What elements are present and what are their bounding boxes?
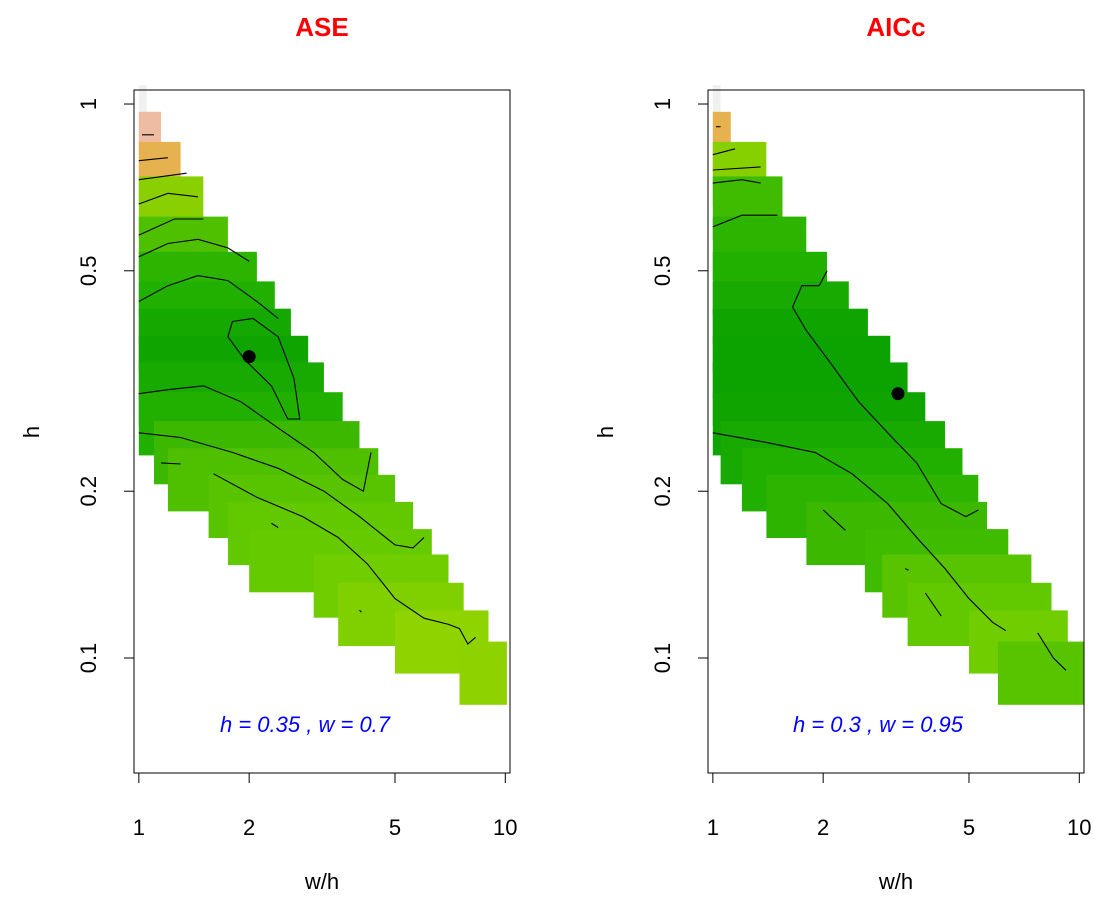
x-axis-label: w/h [878,869,913,894]
contour-line [712,432,1007,632]
annotation-text: h = 0.3 , w = 0.95 [793,712,964,737]
contour-line [138,157,168,162]
annotation-w-value: 0.95 [920,712,964,737]
contour-line [792,306,979,518]
chart-title: AICc [866,12,925,42]
contour-line [138,192,199,205]
x-tick-label: 5 [963,815,975,840]
annotation-separator: , [306,712,318,737]
annotation-w-value: 0.7 [359,712,390,737]
heat-cell [998,641,1084,705]
y-tick-label: 0.5 [650,255,675,286]
heatmap-cells [138,85,507,705]
x-axis-label: w/h [304,869,339,894]
x-tick-label: 1 [133,815,145,840]
contour-line [904,568,909,571]
contour-line [227,317,301,420]
optimum-point [891,387,905,401]
y-tick-label: 0.1 [650,643,675,674]
x-axis: 1 2 5 10 [133,772,518,840]
contour-line [712,214,778,228]
y-tick-label: 0.5 [76,255,101,286]
contour-line [822,509,846,531]
annotation-h-prefix: h = [220,712,257,737]
contour-line [712,148,736,156]
x-axis: 1 2 5 10 [707,772,1092,840]
contour-line [712,179,761,184]
annotation-separator: , [867,712,879,737]
heatmap-cells [712,85,1084,705]
x-tick-label: 10 [493,815,517,840]
contour-line [138,172,187,181]
annotation-h-value: 0.3 [830,712,861,737]
optimum-point [242,350,256,364]
annotation-w-prefix: w = [318,712,359,737]
contour-line [138,432,425,549]
contour-line [271,522,279,528]
contour-line [138,238,250,262]
heat-cell [459,641,507,705]
contour-line [161,462,181,465]
y-tick-label: 1 [76,98,101,110]
y-axis-label: h [593,426,618,438]
contour-lines [138,134,476,645]
contour-line [1037,632,1067,671]
contour-line [712,166,761,171]
x-tick-label: 10 [1067,815,1091,840]
contour-line [359,609,362,613]
y-axis-label: h [19,426,44,438]
y-tick-label: 1 [650,98,675,110]
contour-lines [712,126,1067,671]
contour-line [791,270,828,308]
annotation-h-prefix: h = [793,712,830,737]
annotation-text: h = 0.35 , w = 0.7 [220,712,391,737]
y-tick-label: 0.2 [76,476,101,507]
contour-line [138,218,204,236]
contour-line [138,275,279,319]
annotation-h-value: 0.35 [257,712,301,737]
contour-line [924,592,942,617]
x-tick-label: 2 [243,815,255,840]
y-axis: 0.1 0.2 0.5 1 [76,98,135,674]
contour-line [213,473,476,645]
x-tick-label: 2 [817,815,829,840]
x-tick-label: 5 [389,815,401,840]
x-tick-label: 1 [707,815,719,840]
panel-aicc: AICc 1 2 5 10 0.1 0.2 0.5 1 w/h h h = 0.3 , w … [593,12,1092,894]
optimum-marker [891,387,905,401]
y-tick-label: 0.2 [650,476,675,507]
y-axis: 0.1 0.2 0.5 1 [650,98,709,674]
panel-ase: ASE 1 2 5 10 0.1 0.2 0.5 1 w/h h h = 0.35 , w … [19,12,518,894]
chart-title: ASE [295,12,348,42]
annotation-w-prefix: w = [879,712,920,737]
y-tick-label: 0.1 [76,643,101,674]
contour-line [138,385,372,493]
optimum-marker [242,350,256,364]
